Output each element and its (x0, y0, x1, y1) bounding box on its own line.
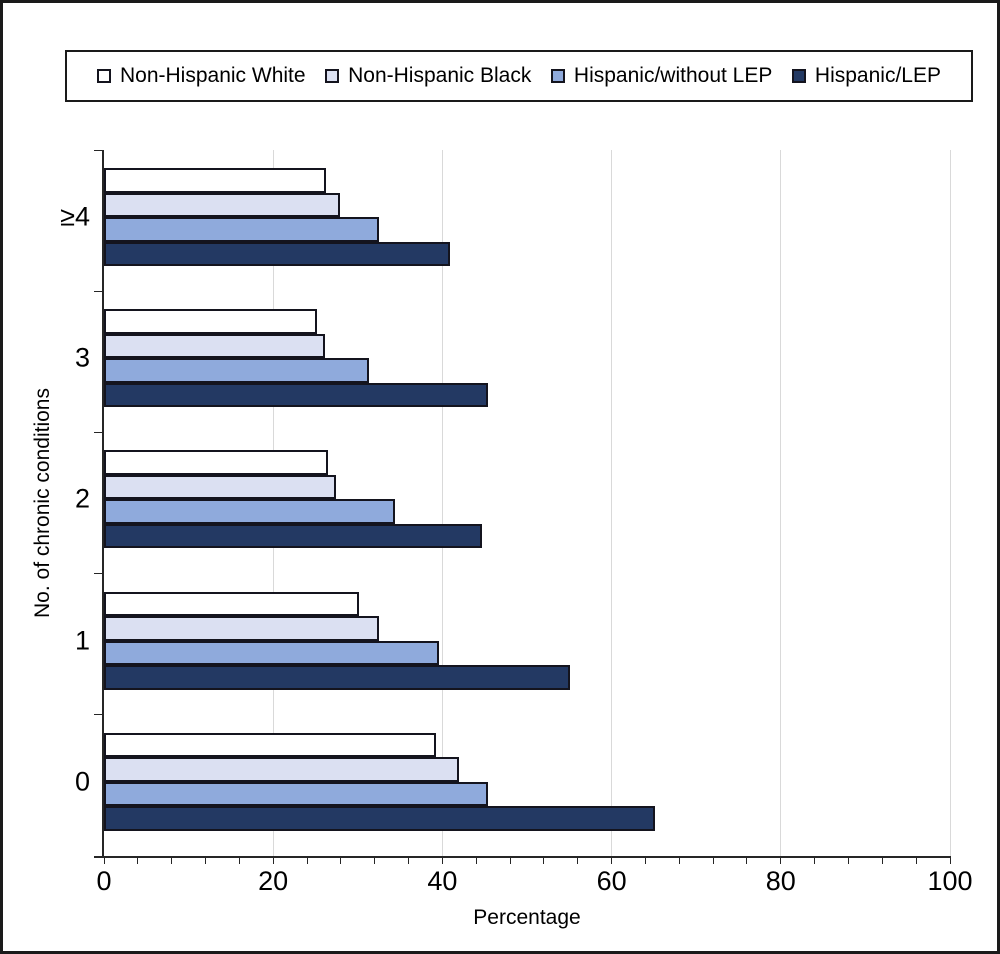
gridline-80 (780, 150, 782, 856)
legend-label: Non-Hispanic Black (348, 64, 532, 87)
bar-≥4-non-hispanic-black (104, 192, 341, 217)
legend-item-2: Non-Hispanic Black (325, 64, 531, 88)
x-tick-mark (915, 856, 917, 864)
x-tick-mark (475, 856, 477, 864)
x-tick-mark (712, 856, 714, 864)
x-tick-mark (577, 856, 579, 864)
y-tick-mark (94, 290, 102, 292)
x-tick-label-20: 20 (258, 866, 289, 896)
x-tick-mark (678, 856, 680, 864)
legend-label: Hispanic/without LEP (573, 64, 773, 87)
bar-≥4-non-hispanic-white (104, 168, 327, 193)
y-category-label-3: 2 (74, 483, 90, 514)
bar-2-hispanic-lep (104, 523, 483, 549)
bar-group-1 (104, 574, 950, 715)
bar-1-non-hispanic-white (104, 591, 359, 617)
x-tick-label-40: 40 (427, 866, 458, 896)
y-tick-mark (94, 431, 102, 433)
x-tick-mark (306, 856, 308, 864)
bar-group-3 (104, 291, 950, 432)
bar-3-non-hispanic-black (104, 333, 325, 359)
y-category-label-2: 3 (74, 342, 90, 373)
x-tick-mark (408, 856, 410, 864)
x-tick-mark (847, 856, 849, 864)
y-category-label-4: 1 (74, 625, 90, 656)
bar-3-non-hispanic-white (104, 309, 318, 334)
x-tick-mark (509, 856, 511, 864)
x-tick-label-100: 100 (927, 866, 973, 896)
legend-label: Hispanic/LEP (814, 64, 941, 87)
x-tick-mark (171, 856, 173, 864)
bar-≥4-hispanic-lep (104, 241, 450, 266)
x-tick-mark (949, 856, 951, 864)
bar-0-hispanic-lep (104, 806, 655, 831)
x-tick-mark (814, 856, 816, 864)
legend-item-3: Hispanic/without LEP (550, 64, 773, 88)
y-tick-mark (94, 855, 102, 857)
legend-swatch-icon (97, 69, 111, 83)
bar-0-hispanic-without-lep (104, 781, 489, 807)
y-axis-line (102, 150, 104, 858)
gridline-40 (441, 150, 443, 856)
x-tick-mark (441, 856, 443, 864)
legend-label: Non-Hispanic White (120, 64, 306, 87)
legend-swatch-icon (791, 69, 806, 83)
bar-2-hispanic-without-lep (104, 499, 396, 524)
legend-swatch-icon (550, 69, 565, 83)
x-tick-label-0: 0 (96, 866, 112, 896)
bar-0-non-hispanic-black (104, 757, 460, 782)
bar-group-2 (104, 432, 950, 573)
chart-legend: Non-Hispanic White Non-Hispanic Black Hisp… (65, 50, 973, 102)
x-tick-mark (272, 856, 274, 864)
gridline-100 (949, 150, 951, 856)
x-tick-mark (611, 856, 613, 864)
bar-group-0 (104, 715, 950, 856)
x-tick-label-60: 60 (596, 866, 627, 896)
x-tick-mark (137, 856, 139, 864)
y-axis-title: No. of chronic conditions (31, 388, 54, 618)
x-tick-mark (881, 856, 883, 864)
x-tick-mark (543, 856, 545, 864)
bar-0-non-hispanic-white (104, 732, 436, 758)
legend-item-1: Non-Hispanic White (97, 64, 306, 88)
gridline-60 (611, 150, 613, 856)
x-tick-mark (238, 856, 240, 864)
x-tick-mark (644, 856, 646, 864)
bar-1-hispanic-lep (104, 665, 571, 690)
y-tick-mark (94, 573, 102, 575)
x-tick-mark (780, 856, 782, 864)
x-axis-title: Percentage (473, 906, 581, 929)
x-tick-mark (103, 856, 105, 864)
bar-≥4-hispanic-without-lep (104, 217, 379, 242)
y-tick-mark (94, 149, 102, 151)
bar-2-non-hispanic-black (104, 474, 336, 500)
legend-item-4: Hispanic/LEP (791, 64, 941, 88)
legend-swatch-icon (325, 69, 340, 83)
x-tick-mark (340, 856, 342, 864)
bar-3-hispanic-without-lep (104, 358, 369, 383)
x-axis-line (94, 856, 950, 858)
x-tick-mark (205, 856, 207, 864)
x-tick-label-80: 80 (765, 866, 796, 896)
bar-1-non-hispanic-black (104, 616, 379, 641)
bar-2-non-hispanic-white (104, 450, 329, 475)
bar-1-hispanic-without-lep (104, 640, 440, 666)
bar-3-hispanic-lep (104, 382, 489, 408)
y-category-label-5: 0 (74, 766, 90, 797)
y-tick-mark (94, 714, 102, 716)
x-tick-mark (374, 856, 376, 864)
y-category-label-1: ≥4 (60, 201, 90, 232)
bar-group-≥4 (104, 150, 950, 291)
plot-area (94, 149, 951, 864)
x-tick-mark (746, 856, 748, 864)
